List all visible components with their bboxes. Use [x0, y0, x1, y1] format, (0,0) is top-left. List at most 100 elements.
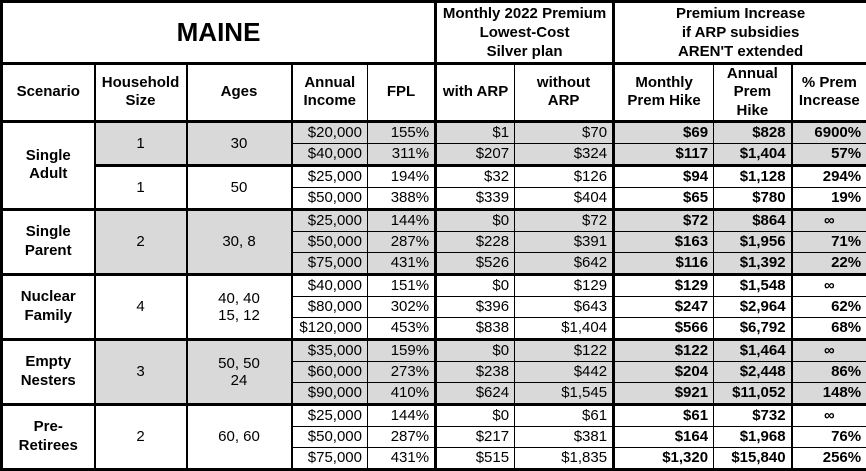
monthly-prem-hike-cell: $116 — [614, 252, 714, 274]
fpl-cell: 144% — [368, 209, 436, 231]
monthly-prem-hike-cell: $65 — [614, 187, 714, 209]
with-arp-premium-cell: $838 — [436, 317, 515, 339]
with-arp-premium-cell: $526 — [436, 252, 515, 274]
with-arp-premium-cell: $339 — [436, 187, 515, 209]
annual-prem-hike-cell: $1,548 — [714, 274, 792, 296]
without-arp-premium-cell: $70 — [515, 121, 614, 143]
fpl-cell: 159% — [368, 339, 436, 361]
ages-cell: 50, 50 24 — [187, 339, 292, 404]
monthly-prem-hike-cell: $566 — [614, 317, 714, 339]
with-arp-premium-cell: $228 — [436, 231, 515, 252]
fpl-cell: 453% — [368, 317, 436, 339]
with-arp-premium-cell: $396 — [436, 296, 515, 317]
fpl-cell: 273% — [368, 361, 436, 382]
scenario-cell: Single Adult — [2, 121, 95, 209]
monthly-prem-hike-cell: $94 — [614, 165, 714, 187]
col-header-without-arp: without ARP — [515, 64, 614, 122]
fpl-cell: 287% — [368, 426, 436, 447]
pct-prem-increase-cell: 256% — [792, 447, 866, 469]
without-arp-premium-cell: $122 — [515, 339, 614, 361]
without-arp-premium-cell: $1,835 — [515, 447, 614, 469]
with-arp-premium-cell: $0 — [436, 339, 515, 361]
annual-prem-hike-cell: $2,964 — [714, 296, 792, 317]
increase-group-header: Premium Increase if ARP subsidies AREN'T… — [614, 2, 866, 64]
scenario-cell: Single Parent — [2, 209, 95, 274]
annual-prem-hike-cell: $1,392 — [714, 252, 792, 274]
annual-prem-hike-cell: $2,448 — [714, 361, 792, 382]
annual-income-cell: $60,000 — [292, 361, 368, 382]
with-arp-premium-cell: $207 — [436, 143, 515, 165]
pct-prem-increase-cell: 76% — [792, 426, 866, 447]
annual-prem-hike-cell: $15,840 — [714, 447, 792, 469]
without-arp-premium-cell: $126 — [515, 165, 614, 187]
monthly-prem-hike-cell: $164 — [614, 426, 714, 447]
annual-income-cell: $25,000 — [292, 404, 368, 426]
fpl-cell: 388% — [368, 187, 436, 209]
household-size-cell: 4 — [95, 274, 187, 339]
annual-prem-hike-cell: $828 — [714, 121, 792, 143]
annual-prem-hike-cell: $1,464 — [714, 339, 792, 361]
pct-prem-increase-cell: ∞ — [792, 274, 866, 296]
annual-prem-hike-cell: $732 — [714, 404, 792, 426]
col-header-monthly-prem-hike: Monthly Prem Hike — [614, 64, 714, 122]
annual-income-cell: $40,000 — [292, 143, 368, 165]
monthly-prem-hike-cell: $163 — [614, 231, 714, 252]
ages-cell: 40, 40 15, 12 — [187, 274, 292, 339]
annual-income-cell: $35,000 — [292, 339, 368, 361]
col-header-scenario: Scenario — [2, 64, 95, 122]
annual-income-cell: $50,000 — [292, 187, 368, 209]
pct-prem-increase-cell: ∞ — [792, 209, 866, 231]
col-header-annual-income: Annual Income — [292, 64, 368, 122]
fpl-cell: 410% — [368, 382, 436, 404]
pct-prem-increase-cell: 294% — [792, 165, 866, 187]
annual-prem-hike-cell: $1,956 — [714, 231, 792, 252]
fpl-cell: 431% — [368, 447, 436, 469]
household-size-cell: 2 — [95, 209, 187, 274]
scenario-cell: Pre- Retirees — [2, 404, 95, 469]
annual-income-cell: $25,000 — [292, 209, 368, 231]
with-arp-premium-cell: $238 — [436, 361, 515, 382]
fpl-cell: 431% — [368, 252, 436, 274]
annual-prem-hike-cell: $1,128 — [714, 165, 792, 187]
without-arp-premium-cell: $391 — [515, 231, 614, 252]
with-arp-premium-cell: $0 — [436, 404, 515, 426]
col-header-pct-prem-increase: % Prem Increase — [792, 64, 866, 122]
annual-prem-hike-cell: $864 — [714, 209, 792, 231]
scenario-cell: Nuclear Family — [2, 274, 95, 339]
without-arp-premium-cell: $61 — [515, 404, 614, 426]
fpl-cell: 311% — [368, 143, 436, 165]
household-size-cell: 1 — [95, 121, 187, 165]
monthly-prem-hike-cell: $117 — [614, 143, 714, 165]
monthly-prem-hike-cell: $247 — [614, 296, 714, 317]
pct-prem-increase-cell: 71% — [792, 231, 866, 252]
monthly-prem-hike-cell: $1,320 — [614, 447, 714, 469]
without-arp-premium-cell: $1,545 — [515, 382, 614, 404]
state-title: MAINE — [2, 2, 436, 64]
col-header-with-arp: with ARP — [436, 64, 515, 122]
monthly-prem-hike-cell: $69 — [614, 121, 714, 143]
pct-prem-increase-cell: ∞ — [792, 404, 866, 426]
annual-income-cell: $50,000 — [292, 426, 368, 447]
with-arp-premium-cell: $0 — [436, 274, 515, 296]
with-arp-premium-cell: $0 — [436, 209, 515, 231]
annual-prem-hike-cell: $1,404 — [714, 143, 792, 165]
without-arp-premium-cell: $1,404 — [515, 317, 614, 339]
household-size-cell: 2 — [95, 404, 187, 469]
col-header-fpl: FPL — [368, 64, 436, 122]
fpl-cell: 151% — [368, 274, 436, 296]
annual-income-cell: $75,000 — [292, 252, 368, 274]
with-arp-premium-cell: $217 — [436, 426, 515, 447]
ages-cell: 30 — [187, 121, 292, 165]
without-arp-premium-cell: $442 — [515, 361, 614, 382]
without-arp-premium-cell: $643 — [515, 296, 614, 317]
monthly-prem-hike-cell: $921 — [614, 382, 714, 404]
scenario-cell: Empty Nesters — [2, 339, 95, 404]
with-arp-premium-cell: $32 — [436, 165, 515, 187]
annual-prem-hike-cell: $11,052 — [714, 382, 792, 404]
without-arp-premium-cell: $642 — [515, 252, 614, 274]
annual-income-cell: $75,000 — [292, 447, 368, 469]
